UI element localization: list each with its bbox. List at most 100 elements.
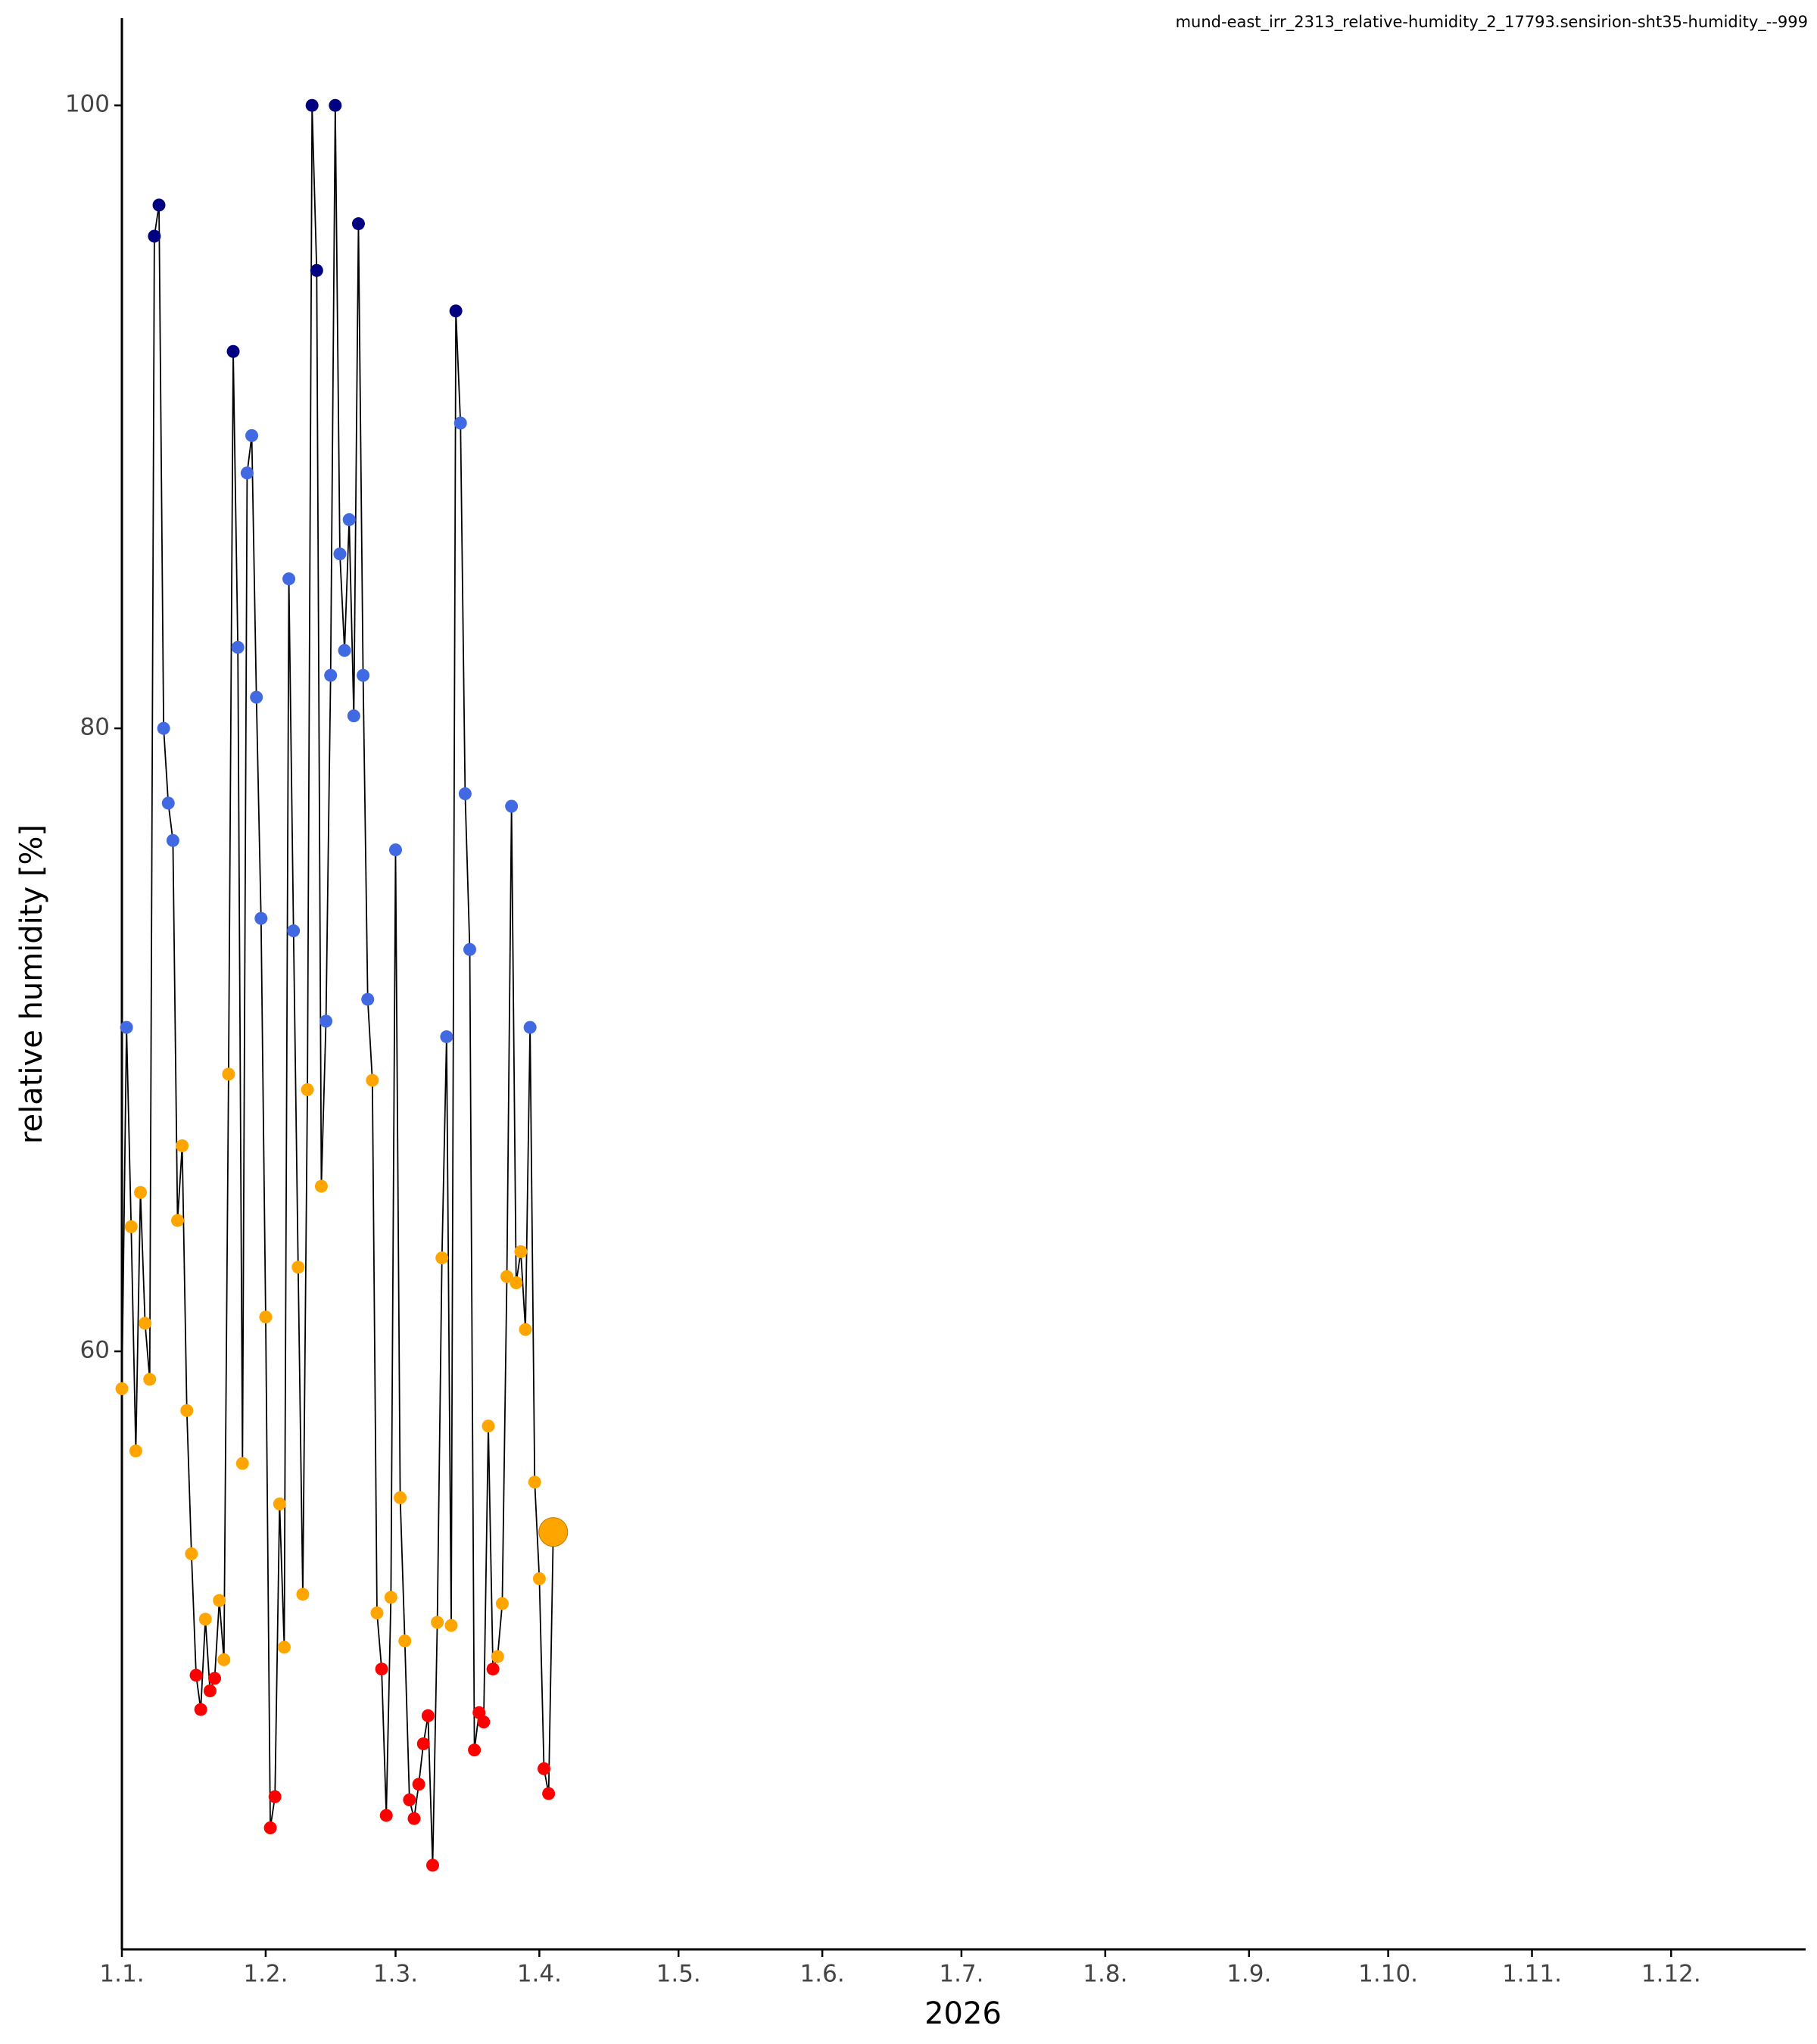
x-tick-label: 1.6. — [800, 1961, 845, 1988]
data-point — [180, 1404, 194, 1417]
data-point — [347, 709, 360, 723]
data-point — [268, 1790, 282, 1803]
data-point — [314, 1179, 328, 1193]
data-point — [538, 1762, 551, 1775]
data-point — [198, 1612, 212, 1626]
data-point — [217, 1653, 231, 1666]
y-axis-title: relative humidity [%] — [14, 824, 49, 1144]
x-tick-label: 1.10. — [1358, 1961, 1418, 1988]
data-point — [407, 1812, 421, 1825]
data-point — [357, 668, 370, 682]
data-point — [384, 1591, 397, 1604]
data-point — [129, 1444, 142, 1458]
data-point — [185, 1547, 198, 1560]
x-tick-label: 1.3. — [373, 1961, 418, 1988]
data-point — [310, 263, 323, 277]
data-point — [440, 1030, 453, 1043]
data-point — [157, 721, 170, 735]
data-point — [342, 513, 356, 526]
data-point — [194, 1703, 207, 1716]
data-point — [375, 1662, 388, 1676]
data-point — [259, 1310, 273, 1324]
data-point — [245, 428, 259, 442]
data-line — [121, 105, 554, 1865]
data-point — [449, 304, 463, 318]
data-point — [333, 547, 347, 561]
data-point — [263, 1821, 277, 1835]
data-point — [444, 1619, 458, 1632]
data-point — [486, 1662, 500, 1676]
data-point — [226, 344, 240, 358]
data-point — [482, 1419, 495, 1433]
data-point — [514, 1245, 528, 1258]
data-point — [505, 799, 519, 813]
data-point — [542, 1787, 556, 1800]
data-point — [235, 1457, 249, 1470]
data-point — [528, 1475, 541, 1489]
data-point — [143, 1373, 157, 1386]
data-point — [296, 1588, 310, 1601]
data-point — [277, 1640, 291, 1654]
data-point — [124, 1220, 138, 1233]
data-point — [416, 1737, 430, 1750]
data-point — [394, 1491, 407, 1504]
data-point — [148, 229, 161, 243]
data-point — [250, 690, 263, 704]
data-point — [379, 1809, 393, 1822]
data-point — [532, 1572, 546, 1585]
x-tick-label: 1.11. — [1502, 1961, 1562, 1988]
data-point — [222, 1067, 235, 1081]
data-point — [231, 640, 245, 654]
data-point — [208, 1672, 222, 1685]
data-point — [477, 1715, 491, 1729]
data-point — [273, 1497, 286, 1511]
y-tick-label: 60 — [80, 1337, 110, 1364]
data-point — [510, 1276, 523, 1289]
data-point — [329, 98, 342, 112]
x-tick-label: 1.7. — [939, 1961, 983, 1988]
data-point — [213, 1594, 226, 1607]
data-point — [361, 992, 375, 1006]
data-point — [495, 1597, 509, 1610]
data-point — [370, 1606, 384, 1620]
x-tick-label: 1.1. — [99, 1961, 144, 1988]
data-point — [523, 1020, 537, 1034]
x-tick-label: 1.9. — [1226, 1961, 1271, 1988]
data-point — [176, 1139, 189, 1152]
data-point — [412, 1778, 425, 1791]
data-point — [282, 572, 296, 586]
data-point — [152, 198, 166, 212]
y-tick-label: 80 — [80, 714, 110, 741]
data-point — [203, 1684, 217, 1697]
data-point — [458, 787, 472, 801]
data-point — [287, 924, 301, 938]
data-point — [305, 98, 319, 112]
data-point — [500, 1270, 514, 1283]
data-point — [161, 796, 175, 810]
data-point — [491, 1650, 504, 1663]
x-tick-label: 1.8. — [1083, 1961, 1127, 1988]
data-point — [468, 1743, 482, 1757]
x-tick-label: 1.2. — [243, 1961, 288, 1988]
data-point — [171, 1214, 185, 1227]
data-point — [519, 1323, 532, 1336]
data-point — [240, 466, 254, 480]
data-point — [425, 1859, 439, 1872]
data-point — [319, 1014, 333, 1028]
y-tick-label: 100 — [65, 91, 110, 118]
data-point — [403, 1793, 416, 1807]
data-point — [338, 643, 351, 657]
data-point — [538, 1517, 569, 1547]
data-point — [166, 833, 179, 847]
data-point — [453, 416, 467, 430]
data-point — [115, 1382, 129, 1395]
data-point — [301, 1083, 314, 1096]
x-axis-title: 2026 — [924, 1996, 1002, 2031]
data-point — [351, 217, 365, 231]
data-point — [388, 843, 402, 857]
data-point — [398, 1634, 412, 1648]
data-point — [421, 1709, 435, 1722]
data-point — [189, 1669, 203, 1682]
